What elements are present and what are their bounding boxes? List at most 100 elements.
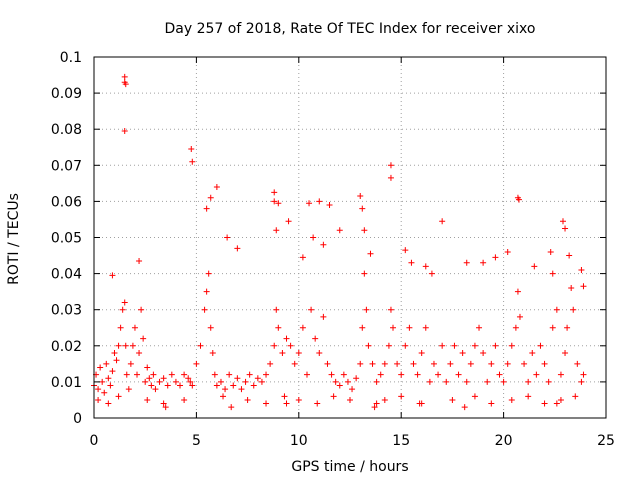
data-point <box>521 360 528 367</box>
data-point <box>500 378 507 385</box>
data-point <box>422 263 429 270</box>
data-point <box>136 257 143 264</box>
data-point <box>146 375 153 382</box>
data-point <box>234 375 241 382</box>
data-point <box>394 360 401 367</box>
y-tick-label: 0.09 <box>51 86 82 102</box>
data-point <box>156 378 163 385</box>
x-axis-label: GPS time / hours <box>291 459 408 475</box>
data-point <box>144 396 151 403</box>
data-point <box>398 371 405 378</box>
data-point <box>541 360 548 367</box>
data-point <box>273 306 280 313</box>
data-point <box>105 400 112 407</box>
data-point <box>531 263 538 270</box>
data-point <box>449 396 456 403</box>
data-point <box>455 371 462 378</box>
data-point <box>285 218 292 225</box>
data-point <box>416 400 423 407</box>
data-point <box>330 393 337 400</box>
data-point <box>439 342 446 349</box>
data-point <box>150 371 157 378</box>
data-point <box>496 371 503 378</box>
data-point <box>359 324 366 331</box>
data-point <box>213 183 220 190</box>
data-point <box>181 371 188 378</box>
data-point <box>488 400 495 407</box>
data-point <box>504 360 511 367</box>
data-point <box>209 350 216 357</box>
data-point <box>107 382 114 389</box>
data-point <box>512 324 519 331</box>
data-point <box>562 225 569 232</box>
data-point <box>418 350 425 357</box>
data-point <box>336 227 343 234</box>
data-point <box>549 324 556 331</box>
data-point <box>267 360 274 367</box>
data-point <box>189 382 196 389</box>
y-tick-label: 0.1 <box>60 50 82 66</box>
y-tick-label: 0.04 <box>51 267 82 283</box>
data-point <box>471 393 478 400</box>
y-tick-label: 0 <box>73 411 82 427</box>
data-points <box>91 73 587 411</box>
data-point <box>168 371 175 378</box>
data-point <box>463 259 470 266</box>
data-point <box>193 360 200 367</box>
data-point <box>242 378 249 385</box>
grid-lines <box>94 57 606 418</box>
data-point <box>275 324 282 331</box>
data-point <box>430 360 437 367</box>
data-point <box>572 393 579 400</box>
data-point <box>203 288 210 295</box>
data-point <box>207 324 214 331</box>
data-point <box>443 378 450 385</box>
data-point <box>367 250 374 257</box>
data-point <box>213 382 220 389</box>
data-point <box>387 174 394 181</box>
data-point <box>492 254 499 261</box>
data-point <box>488 360 495 367</box>
data-point <box>326 202 333 209</box>
data-point <box>105 375 112 382</box>
data-point <box>291 360 298 367</box>
data-point <box>353 375 360 382</box>
data-point <box>559 218 566 225</box>
data-point <box>426 378 433 385</box>
data-point <box>273 227 280 234</box>
data-point <box>152 386 159 393</box>
data-point <box>228 404 235 411</box>
data-point <box>188 146 195 153</box>
x-tick-label: 15 <box>392 433 410 449</box>
data-point <box>578 266 585 273</box>
data-point <box>136 350 143 357</box>
data-point <box>121 128 128 135</box>
data-point <box>402 247 409 254</box>
data-point <box>402 342 409 349</box>
data-point <box>177 382 184 389</box>
data-point <box>203 205 210 212</box>
data-point <box>406 324 413 331</box>
data-point <box>361 270 368 277</box>
data-point <box>369 360 376 367</box>
data-point <box>115 393 122 400</box>
data-point <box>385 342 392 349</box>
data-point <box>121 73 128 80</box>
data-point <box>127 360 134 367</box>
data-point <box>377 371 384 378</box>
data-point <box>574 360 581 367</box>
data-point <box>142 378 149 385</box>
data-point <box>525 393 532 400</box>
data-point <box>476 324 483 331</box>
data-point <box>220 393 227 400</box>
data-point <box>224 234 231 241</box>
data-point <box>201 306 208 313</box>
data-point <box>111 350 118 357</box>
data-point <box>557 371 564 378</box>
data-point <box>185 375 192 382</box>
data-point <box>553 400 560 407</box>
data-point <box>371 404 378 411</box>
data-point <box>119 306 126 313</box>
data-point <box>578 378 585 385</box>
data-point <box>439 218 446 225</box>
